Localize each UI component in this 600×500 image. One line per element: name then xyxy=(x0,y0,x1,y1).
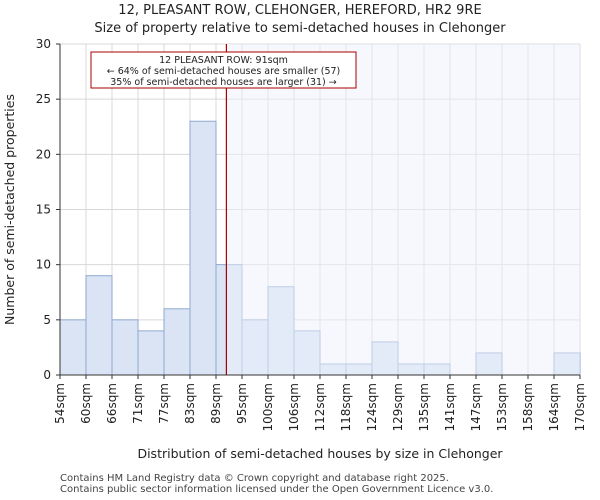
axes-layer xyxy=(56,43,581,379)
annotation-line: ← 64% of semi-detached houses are smalle… xyxy=(107,66,341,77)
annotation-box xyxy=(90,51,357,89)
x-tick-label: 89sqm xyxy=(209,383,223,424)
y-tick-label: 30 xyxy=(36,37,51,51)
x-tick-label: 129sqm xyxy=(391,383,405,431)
x-tick-label: 60sqm xyxy=(79,383,93,424)
labels-layer: 0 5 10 15 20 25 30 54sqm 60sqm 66sqm 71sqm 77sqm 83s… xyxy=(2,37,587,461)
chart-title-line1: 12, PLEASANT ROW, CLEHONGER, HEREFORD, H… xyxy=(118,3,482,18)
footer-copyright: Contains HM Land Registry data © Crown c… xyxy=(60,473,449,484)
x-tick-label: 100sqm xyxy=(261,383,275,431)
x-tick-label: 141sqm xyxy=(443,383,457,431)
x-tick-label: 153sqm xyxy=(495,383,509,431)
x-tick-label: 118sqm xyxy=(339,383,353,431)
x-tick-label: 83sqm xyxy=(183,383,197,424)
chart-title-line2: Size of property relative to semi-detach… xyxy=(94,21,506,36)
y-tick-label: 15 xyxy=(36,203,51,217)
x-tick-label: 66sqm xyxy=(105,383,119,424)
footer-licence: Contains public sector information licen… xyxy=(60,484,494,495)
x-tick-label: 71sqm xyxy=(131,383,145,424)
x-tick-label: 147sqm xyxy=(469,383,483,431)
y-axis-title: Number of semi-detached properties xyxy=(2,94,17,325)
x-tick-label: 158sqm xyxy=(521,383,535,431)
histogram-bar xyxy=(59,319,87,376)
histogram-bar xyxy=(189,120,217,376)
x-tick-label: 135sqm xyxy=(417,383,431,431)
histogram-bar xyxy=(85,275,113,376)
x-tick-label: 124sqm xyxy=(365,383,379,431)
histogram-bar xyxy=(111,319,139,376)
x-tick-label: 77sqm xyxy=(157,383,171,424)
y-tick-label: 20 xyxy=(36,147,51,161)
x-tick-label: 112sqm xyxy=(313,383,327,431)
x-tick-label: 164sqm xyxy=(547,383,561,431)
x-tick-label: 170sqm xyxy=(573,383,587,431)
x-axis-title: Distribution of semi-detached houses by … xyxy=(137,446,503,461)
y-tick-label: 0 xyxy=(43,368,51,382)
x-tick-label: 106sqm xyxy=(287,383,301,431)
x-tick-label: 54sqm xyxy=(53,383,67,424)
y-tick-label: 10 xyxy=(36,258,51,272)
y-tick-label: 5 xyxy=(43,313,51,327)
histogram-bar xyxy=(163,308,191,376)
annotation-line: 35% of semi-detached houses are larger (… xyxy=(110,77,337,88)
x-tick-label: 95sqm xyxy=(235,383,249,424)
marker-layer: 12 PLEASANT ROW: 91sqm← 64% of semi-deta… xyxy=(90,44,580,375)
y-tick-label: 25 xyxy=(36,92,51,106)
annotation-line: 12 PLEASANT ROW: 91sqm xyxy=(159,55,288,66)
histogram-bar xyxy=(137,330,165,376)
larger-region-shade xyxy=(226,44,580,375)
